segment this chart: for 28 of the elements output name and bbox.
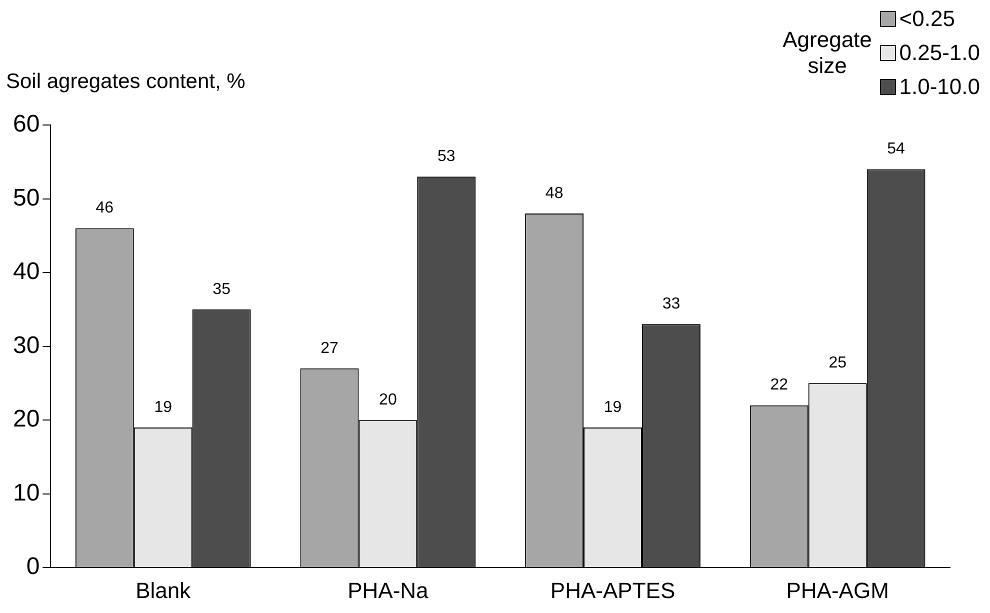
x-tick-label: PHA-Na (348, 578, 430, 603)
data-label: 53 (437, 148, 456, 166)
data-label: 35 (212, 280, 231, 298)
y-tick-label: 60 (12, 110, 40, 138)
legend-title: Agregate size (782, 27, 872, 79)
data-label: 54 (887, 140, 906, 158)
y-axis-title: Soil agregates content, % (6, 70, 246, 94)
legend-label: 1.0-10.0 (899, 74, 980, 100)
y-tick-label: 30 (12, 332, 40, 359)
y-tick-label: 10 (12, 479, 40, 506)
y-tick-label: 0 (26, 553, 40, 580)
data-label: 22 (770, 376, 788, 394)
x-tick-label: PHA-APTES (550, 578, 676, 603)
data-label: 27 (320, 340, 338, 357)
x-tick-label: Blank (136, 578, 192, 603)
y-tick-label: 20 (12, 406, 40, 433)
data-label: 25 (828, 354, 847, 372)
y-tick-label: 50 (12, 184, 40, 212)
x-tick-label: PHA-AGM (786, 578, 889, 603)
data-label: 20 (379, 391, 397, 408)
data-label: 19 (604, 398, 622, 416)
legend-label: 0.25-1.0 (899, 40, 980, 66)
data-label: 33 (662, 296, 680, 313)
legend-label: <0.25 (899, 6, 955, 32)
data-label: 19 (154, 398, 172, 416)
data-label: 46 (96, 200, 114, 217)
y-tick-label: 40 (12, 258, 40, 286)
data-label: 48 (545, 184, 564, 202)
